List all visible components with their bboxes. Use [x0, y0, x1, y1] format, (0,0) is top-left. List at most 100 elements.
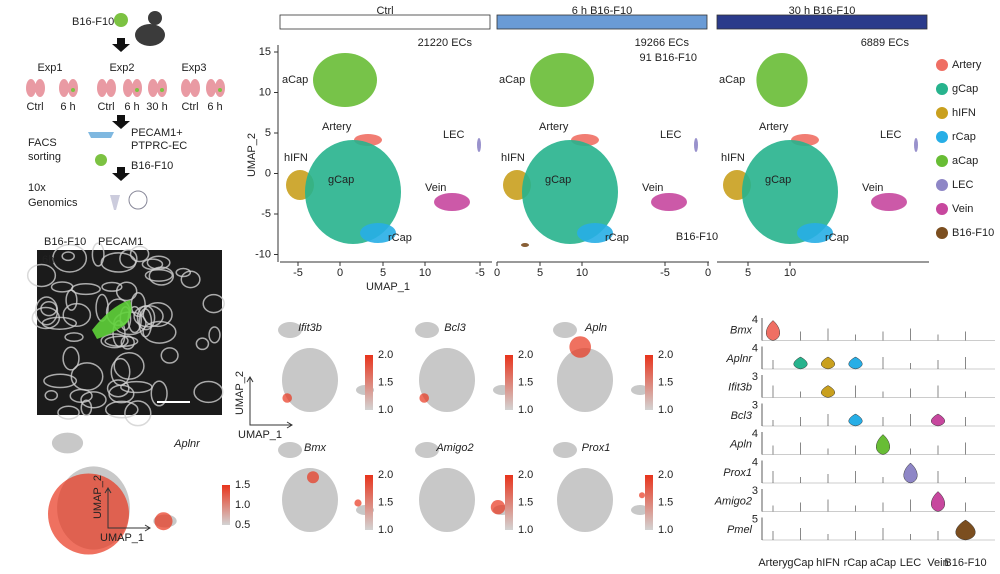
- cluster-label: Artery: [322, 121, 352, 133]
- condition-label: Ctrl: [376, 5, 393, 17]
- cluster-label: LEC: [660, 129, 681, 141]
- vessel-mesh: [119, 248, 138, 269]
- legend-swatch: [936, 155, 948, 167]
- cluster-label: hIFN: [721, 152, 745, 164]
- vessel-mesh: [124, 400, 152, 427]
- vessel-mesh: [160, 347, 179, 364]
- scale-label: 1.0: [378, 524, 393, 536]
- scale-label: 1.5: [378, 376, 393, 388]
- violin: [793, 356, 808, 370]
- umap-blob: [631, 505, 649, 515]
- cluster-cloud: [521, 243, 529, 247]
- condition-label: 30 h B16-F10: [789, 5, 856, 17]
- legend-swatch: [936, 203, 948, 215]
- lung-icon: [123, 79, 133, 97]
- category-label: Vein: [927, 557, 948, 569]
- lung-icon: [206, 79, 216, 97]
- experiment-name: Exp2: [109, 62, 134, 74]
- violin: [766, 320, 780, 341]
- figure-content: B16-F10 Exp1 Ctrl 6 h Exp2 Ctrl 6 h 30 h Exp3 Ctr…: [26, 5, 995, 569]
- x-tick-label: 0: [705, 267, 711, 279]
- axis-label: UMAP_1: [238, 429, 282, 441]
- gene-title: Aplnr: [173, 438, 201, 450]
- arrow-head: [144, 524, 151, 532]
- gate-label: PTPRC-EC: [131, 140, 187, 152]
- cluster-cloud: [313, 53, 377, 107]
- x-tick-label: 5: [380, 267, 386, 279]
- scale-label: 1.0: [378, 404, 393, 416]
- vessel-mesh: [104, 400, 139, 419]
- umap-blob: [553, 322, 577, 338]
- condition-label: Ctrl: [97, 101, 114, 113]
- row-max-label: 3: [752, 399, 758, 411]
- cluster-label: B16-F10: [676, 231, 718, 243]
- violin: [821, 385, 835, 398]
- scale-label: 2.0: [518, 469, 533, 481]
- arrow: [112, 115, 130, 129]
- vessel-mesh: [101, 281, 123, 292]
- category-label: rCap: [844, 557, 868, 569]
- gene-label: Prox1: [723, 467, 752, 479]
- legend-swatch: [936, 179, 948, 191]
- expression-hotspot: [282, 393, 293, 403]
- vessel-mesh: [113, 352, 145, 380]
- scale-label: 1.5: [378, 496, 393, 508]
- row-max-label: 4: [752, 342, 758, 354]
- tumor-dot: [71, 88, 75, 92]
- umap-blob: [278, 442, 302, 458]
- vessel-mesh: [175, 267, 192, 278]
- vessel-mesh: [80, 391, 107, 409]
- vessel-mesh: [130, 292, 146, 317]
- x-tick-label: 10: [419, 267, 431, 279]
- legend-label: B16-F10: [952, 227, 994, 239]
- cluster-cloud: [756, 53, 808, 107]
- cluster-label: Vein: [425, 182, 446, 194]
- vessel-mesh: [120, 380, 153, 394]
- cluster-cloud: [477, 138, 481, 152]
- cluster-cloud: [871, 193, 907, 211]
- experiment-name: Exp3: [181, 62, 206, 74]
- cell-count: 6889 ECs: [861, 37, 910, 49]
- cluster-label: gCap: [328, 174, 354, 186]
- violin: [931, 413, 945, 427]
- gene-title: Bmx: [304, 442, 327, 454]
- sort-label: FACS: [28, 137, 57, 149]
- scale-label: 1.0: [518, 524, 533, 536]
- scale-label: 2.0: [378, 349, 393, 361]
- umap-blob: [419, 348, 475, 412]
- axis-label: UMAP_1: [100, 532, 144, 544]
- x-axis-label: UMAP_1: [366, 281, 410, 293]
- x-tick-label: 10: [784, 267, 796, 279]
- x-tick-label: 5: [745, 267, 751, 279]
- condition-header: [496, 14, 708, 30]
- cluster-label: Artery: [759, 121, 789, 133]
- violin: [821, 356, 835, 370]
- x-tick-label: -5: [293, 267, 303, 279]
- scale-label: 1.5: [518, 376, 533, 388]
- condition-label: 6 h: [60, 101, 75, 113]
- vessel-mesh: [142, 302, 173, 328]
- seq-label: Genomics: [28, 197, 78, 209]
- umap-blob: [557, 348, 613, 412]
- expression-hotspot: [639, 492, 645, 499]
- vessel-mesh: [65, 289, 78, 311]
- expression-hotspot: [490, 500, 506, 515]
- legend-swatch: [936, 83, 948, 95]
- bead-icon: [128, 190, 148, 210]
- row-max-label: 4: [752, 428, 758, 440]
- umap-blob: [415, 322, 439, 338]
- cluster-label: aCap: [719, 74, 745, 86]
- tumor-cell-icon: [114, 13, 128, 27]
- gene-label: Ifit3b: [728, 381, 752, 393]
- gene-label: Pmel: [727, 524, 753, 536]
- vessel-mesh: [91, 242, 105, 267]
- legend-label: Artery: [952, 59, 982, 71]
- umap-blob: [415, 442, 439, 458]
- row-max-label: 3: [752, 485, 758, 497]
- lung-icon: [148, 79, 158, 97]
- lung-icon: [106, 79, 116, 97]
- vessel-mesh: [64, 332, 84, 343]
- cluster-label: rCap: [825, 232, 849, 244]
- vessel-mesh: [193, 380, 224, 404]
